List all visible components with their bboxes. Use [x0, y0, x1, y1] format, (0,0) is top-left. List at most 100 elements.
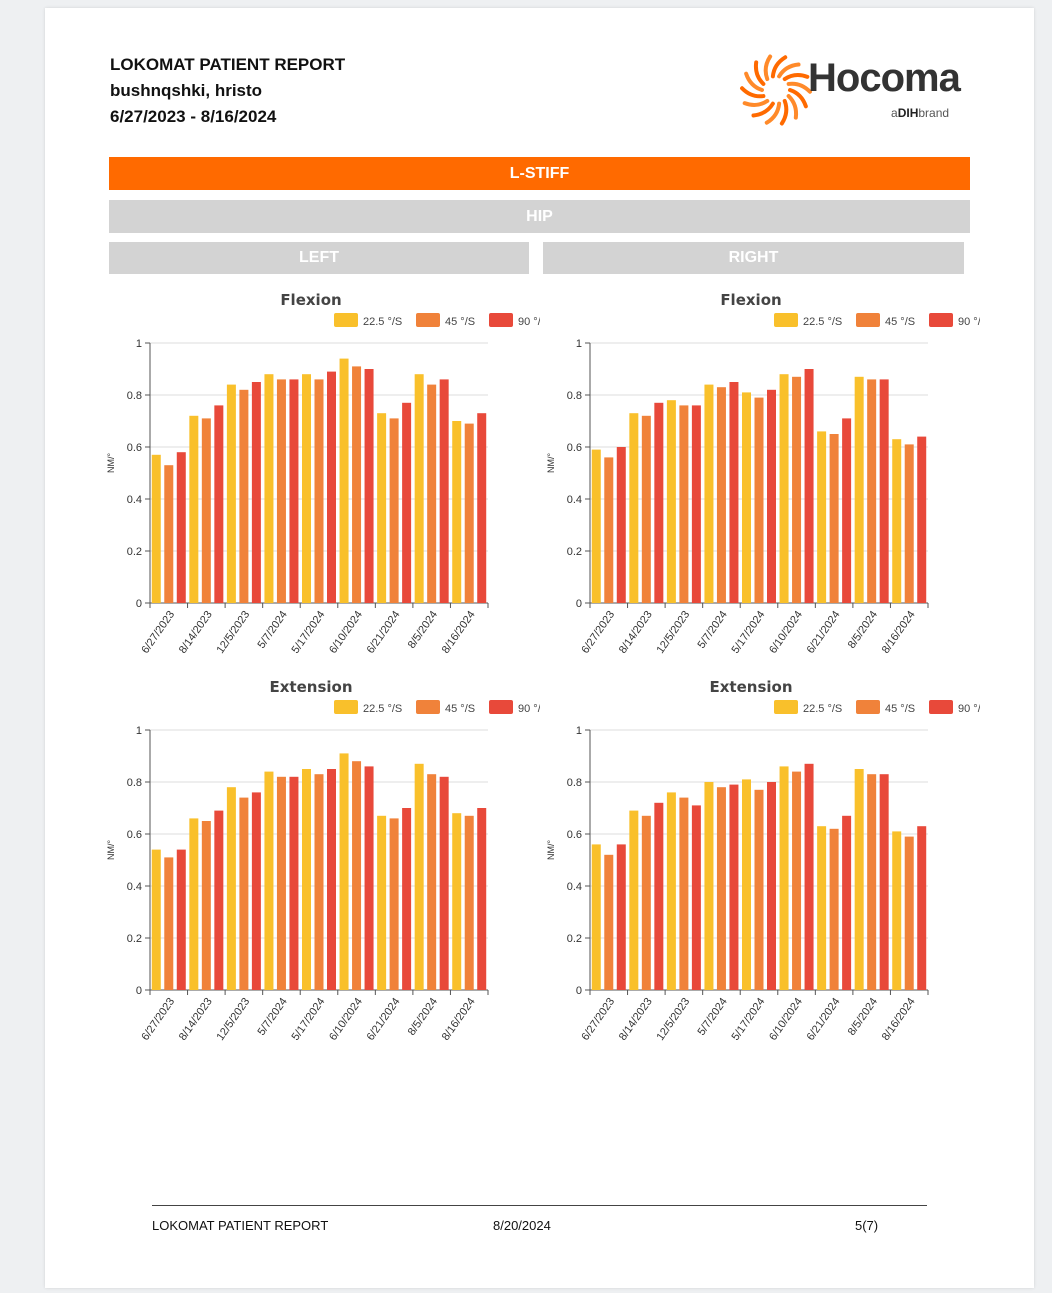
legend-swatch[interactable]	[929, 313, 953, 327]
bar[interactable]	[691, 805, 701, 990]
bar[interactable]	[704, 782, 714, 990]
bar[interactable]	[767, 782, 776, 990]
bar[interactable]	[904, 444, 914, 603]
bar[interactable]	[477, 413, 487, 603]
bar[interactable]	[464, 815, 474, 990]
bar[interactable]	[792, 376, 802, 603]
bar[interactable]	[654, 402, 664, 603]
bar[interactable]	[629, 810, 639, 990]
bar[interactable]	[829, 828, 839, 990]
bar[interactable]	[214, 810, 224, 990]
bar[interactable]	[754, 789, 764, 990]
legend-swatch[interactable]	[489, 313, 513, 327]
bar[interactable]	[616, 447, 626, 603]
bar[interactable]	[377, 413, 387, 603]
bar[interactable]	[641, 815, 651, 990]
bar[interactable]	[729, 382, 739, 603]
bar[interactable]	[704, 384, 714, 603]
bar[interactable]	[151, 454, 161, 603]
bar[interactable]	[854, 376, 864, 603]
bar[interactable]	[226, 384, 236, 603]
bar[interactable]	[402, 402, 412, 603]
legend-label[interactable]: 90 °/S	[518, 703, 540, 715]
bar[interactable]	[352, 366, 362, 603]
legend-label[interactable]: 90 °/S	[958, 316, 980, 328]
bar[interactable]	[327, 769, 336, 990]
bar[interactable]	[904, 836, 914, 990]
bar[interactable]	[201, 821, 211, 990]
bar[interactable]	[189, 818, 199, 990]
bar[interactable]	[679, 797, 689, 990]
legend-swatch[interactable]	[489, 700, 513, 714]
legend-swatch[interactable]	[856, 700, 880, 714]
legend-label[interactable]: 45 °/S	[445, 316, 475, 328]
bar[interactable]	[842, 418, 852, 603]
bar[interactable]	[892, 439, 902, 603]
bar[interactable]	[691, 405, 701, 603]
bar[interactable]	[239, 797, 249, 990]
bar[interactable]	[289, 776, 299, 990]
legend-swatch[interactable]	[334, 313, 358, 327]
bar[interactable]	[176, 452, 186, 603]
bar[interactable]	[842, 815, 852, 990]
bar[interactable]	[666, 792, 676, 990]
legend-swatch[interactable]	[856, 313, 880, 327]
bar[interactable]	[829, 434, 839, 603]
bar[interactable]	[251, 792, 261, 990]
bar[interactable]	[164, 465, 174, 603]
bar[interactable]	[591, 449, 601, 603]
legend-label[interactable]: 22.5 °/S	[803, 316, 842, 328]
bar[interactable]	[314, 379, 324, 603]
legend-label[interactable]: 22.5 °/S	[363, 316, 402, 328]
legend-label[interactable]: 45 °/S	[445, 703, 475, 715]
bar[interactable]	[389, 818, 399, 990]
bar[interactable]	[427, 774, 437, 990]
bar[interactable]	[604, 457, 614, 603]
legend-swatch[interactable]	[929, 700, 953, 714]
bar[interactable]	[767, 389, 776, 603]
bar[interactable]	[854, 769, 864, 990]
bar[interactable]	[616, 844, 626, 990]
bar[interactable]	[276, 776, 286, 990]
bar[interactable]	[427, 384, 437, 603]
bar[interactable]	[604, 854, 614, 990]
bar[interactable]	[452, 813, 462, 990]
legend-label[interactable]: 45 °/S	[885, 703, 915, 715]
bar[interactable]	[327, 371, 336, 603]
bar[interactable]	[151, 849, 161, 990]
bar[interactable]	[239, 389, 249, 603]
bar[interactable]	[377, 815, 387, 990]
bar[interactable]	[679, 405, 689, 603]
bar[interactable]	[364, 766, 374, 990]
bar[interactable]	[742, 392, 751, 603]
bar[interactable]	[742, 779, 751, 990]
bar[interactable]	[817, 431, 827, 603]
legend-swatch[interactable]	[334, 700, 358, 714]
bar[interactable]	[364, 369, 374, 603]
bar[interactable]	[264, 374, 274, 603]
bar[interactable]	[716, 787, 726, 990]
bar[interactable]	[164, 857, 174, 990]
bar[interactable]	[917, 436, 927, 603]
bar[interactable]	[276, 379, 286, 603]
bar[interactable]	[439, 776, 449, 990]
bar[interactable]	[176, 849, 186, 990]
bar[interactable]	[339, 358, 349, 603]
bar[interactable]	[779, 766, 789, 990]
bar[interactable]	[414, 374, 424, 603]
legend-swatch[interactable]	[774, 700, 798, 714]
bar[interactable]	[452, 421, 462, 603]
bar[interactable]	[641, 415, 651, 603]
bar[interactable]	[917, 826, 927, 990]
bar[interactable]	[264, 771, 274, 990]
bar[interactable]	[477, 808, 487, 990]
bar[interactable]	[339, 753, 349, 990]
bar[interactable]	[414, 763, 424, 990]
legend-label[interactable]: 22.5 °/S	[803, 703, 842, 715]
bar[interactable]	[654, 802, 664, 990]
bar[interactable]	[879, 774, 889, 990]
bar[interactable]	[729, 784, 739, 990]
bar[interactable]	[792, 771, 802, 990]
bar[interactable]	[201, 418, 211, 603]
bar[interactable]	[629, 413, 639, 603]
